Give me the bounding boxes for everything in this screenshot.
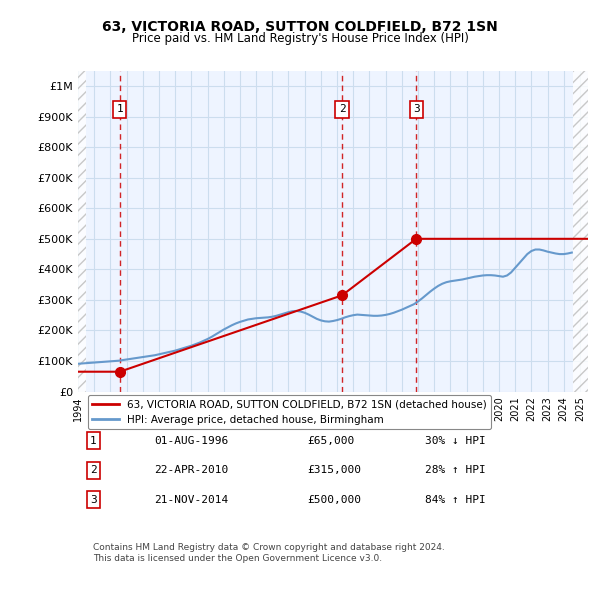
Text: 1: 1 — [116, 104, 123, 114]
Text: 3: 3 — [90, 494, 97, 504]
Legend: 63, VICTORIA ROAD, SUTTON COLDFIELD, B72 1SN (detached house), HPI: Average pric: 63, VICTORIA ROAD, SUTTON COLDFIELD, B72… — [88, 395, 491, 429]
Bar — [78, 71, 86, 392]
Text: Contains HM Land Registry data © Crown copyright and database right 2024.
This d: Contains HM Land Registry data © Crown c… — [94, 543, 445, 563]
Text: 21-NOV-2014: 21-NOV-2014 — [155, 494, 229, 504]
Text: £500,000: £500,000 — [308, 494, 361, 504]
Text: £65,000: £65,000 — [308, 436, 355, 446]
Text: Price paid vs. HM Land Registry's House Price Index (HPI): Price paid vs. HM Land Registry's House … — [131, 32, 469, 45]
Text: 2: 2 — [338, 104, 346, 114]
Text: 63, VICTORIA ROAD, SUTTON COLDFIELD, B72 1SN: 63, VICTORIA ROAD, SUTTON COLDFIELD, B72… — [102, 19, 498, 34]
Text: 84% ↑ HPI: 84% ↑ HPI — [425, 494, 485, 504]
Text: 01-AUG-1996: 01-AUG-1996 — [155, 436, 229, 446]
Text: 3: 3 — [413, 104, 419, 114]
Text: 1: 1 — [90, 436, 97, 446]
Text: 30% ↓ HPI: 30% ↓ HPI — [425, 436, 485, 446]
Text: £315,000: £315,000 — [308, 465, 361, 475]
Text: 28% ↑ HPI: 28% ↑ HPI — [425, 465, 485, 475]
Text: 2: 2 — [90, 465, 97, 475]
Text: 22-APR-2010: 22-APR-2010 — [155, 465, 229, 475]
